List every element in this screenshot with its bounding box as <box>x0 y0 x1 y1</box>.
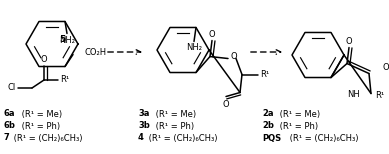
Text: OH: OH <box>383 63 389 72</box>
Text: (R¹ = Ph): (R¹ = Ph) <box>19 122 60 130</box>
Text: (R¹ = (CH₂)₆CH₃): (R¹ = (CH₂)₆CH₃) <box>145 134 217 142</box>
Text: (R¹ = (CH₂)₆CH₃): (R¹ = (CH₂)₆CH₃) <box>11 134 83 142</box>
Text: (R¹ = (CH₂)₆CH₃): (R¹ = (CH₂)₆CH₃) <box>287 134 358 142</box>
Text: 2a: 2a <box>262 109 273 118</box>
Text: R¹: R¹ <box>260 70 269 79</box>
Text: NH₂: NH₂ <box>186 43 202 52</box>
Text: Cl: Cl <box>8 83 16 93</box>
Text: NH₂: NH₂ <box>59 36 75 45</box>
Text: CO₂H: CO₂H <box>85 48 107 57</box>
Text: 7: 7 <box>4 134 10 142</box>
Text: O: O <box>223 100 229 109</box>
Text: 6a: 6a <box>4 109 16 118</box>
Text: O: O <box>346 37 352 46</box>
Text: O: O <box>231 52 237 61</box>
Text: 5: 5 <box>59 36 65 45</box>
Text: R¹: R¹ <box>375 91 384 100</box>
Text: (R¹ = Ph): (R¹ = Ph) <box>153 122 194 130</box>
Text: 3b: 3b <box>138 122 150 130</box>
Text: R¹: R¹ <box>60 75 69 85</box>
Text: 6b: 6b <box>4 122 16 130</box>
Text: (R¹ = Ph): (R¹ = Ph) <box>277 122 319 130</box>
Text: (R¹ = Me): (R¹ = Me) <box>19 109 62 118</box>
Text: 2b: 2b <box>262 122 274 130</box>
Text: 3a: 3a <box>138 109 149 118</box>
Text: O: O <box>209 30 216 39</box>
Text: PQS: PQS <box>262 134 281 142</box>
Text: 4: 4 <box>138 134 144 142</box>
Text: (R¹ = Me): (R¹ = Me) <box>152 109 196 118</box>
Text: O: O <box>41 55 47 65</box>
Text: NH: NH <box>347 90 360 99</box>
Text: (R¹ = Me): (R¹ = Me) <box>277 109 320 118</box>
